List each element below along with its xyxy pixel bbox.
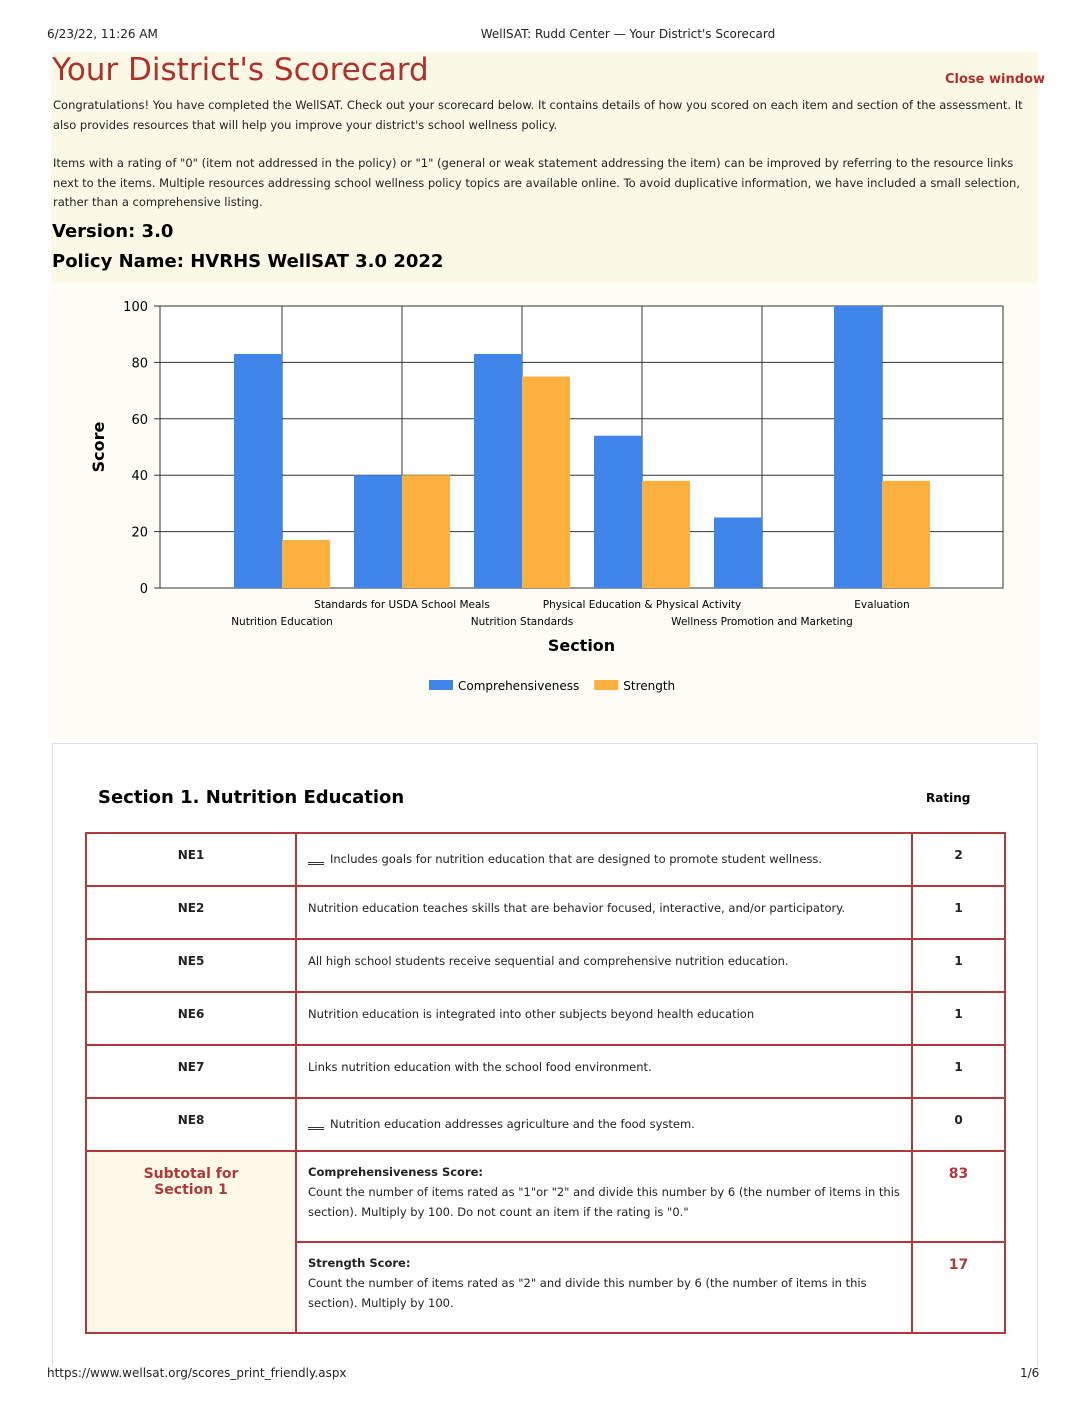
section-box <box>52 743 1038 1408</box>
score-label: Strength Score: <box>308 1256 411 1270</box>
item-rating: 1 <box>911 938 1006 993</box>
item-text: Nutrition education is integrated into o… <box>295 991 913 1046</box>
subtotal-row: Strength Score: Count the number of items… <box>86 1241 1006 1334</box>
y-tick-label: 100 <box>123 300 148 315</box>
bar <box>282 540 330 588</box>
chart: 0 20 40 60 80 100 Nutrition Education Standards… <box>89 300 1004 693</box>
bar <box>714 517 762 588</box>
item-text: All high school students receive sequent… <box>295 938 913 993</box>
policy-name: Policy Name: HVRHS WellSAT 3.0 2022 <box>52 251 444 272</box>
item-description: Nutrition education addresses agricultur… <box>330 1117 695 1131</box>
item-rating: 1 <box>911 1044 1006 1099</box>
rating-header: Rating <box>926 791 971 805</box>
score-description: Comprehensiveness Score: Count the number… <box>295 1150 913 1243</box>
x-tick-label: Evaluation <box>854 599 909 611</box>
item-description: Nutrition education is integrated into o… <box>308 1007 755 1021</box>
item-description: Includes goals for nutrition education t… <box>330 852 823 866</box>
score-description: Strength Score: Count the number of items… <box>295 1241 913 1334</box>
bar <box>642 480 690 588</box>
y-tick-label: 20 <box>131 526 148 541</box>
item-row: NE8 Nutrition education addresses agricul… <box>85 1097 1006 1152</box>
y-tick-label: 0 <box>140 582 148 597</box>
x-tick-label: Wellness Promotion and Marketing <box>671 616 853 628</box>
x-tick-label: Physical Education & Physical Activity <box>543 599 742 611</box>
score-value: 83 <box>911 1150 1006 1243</box>
x-tick-label: Nutrition Standards <box>471 616 574 628</box>
subtotal-row: Subtotal for Section 1 Comprehensiveness … <box>85 1150 1006 1334</box>
x-axis-title: Section <box>548 636 615 655</box>
version: Version: 3.0 <box>52 221 174 242</box>
y-axis-title: Score <box>89 421 108 472</box>
score-text: Count the number of items rated as "1"or… <box>308 1185 900 1219</box>
print-url: https://www.wellsat.org/scores_print_fri… <box>47 1366 347 1380</box>
subtotal-label: Subtotal for Section 1 <box>85 1150 297 1334</box>
item-rating: 1 <box>911 885 1006 940</box>
bar <box>234 353 282 588</box>
item-row: NE6 Nutrition education is integrated int… <box>85 991 1006 1046</box>
bar <box>354 475 402 588</box>
item-text: Nutrition education addresses agricultur… <box>295 1097 913 1152</box>
bar <box>522 376 570 588</box>
item-code: NE7 <box>85 1044 297 1099</box>
item-rating: 2 <box>911 832 1006 887</box>
intro-text: Congratulations! You have completed the … <box>53 98 1023 132</box>
item-code: NE8 <box>85 1097 297 1152</box>
item-row: NE2 Nutrition education teaches skills th… <box>85 885 1006 940</box>
y-tick-label: 40 <box>131 469 148 484</box>
item-code: NE5 <box>85 938 297 993</box>
item-rating: 0 <box>911 1097 1006 1152</box>
bar <box>594 435 642 588</box>
item-icon <box>308 1113 324 1130</box>
print-title: WellSAT: Rudd Center — Your District's S… <box>480 27 776 41</box>
print-page: 1/6 <box>1020 1366 1040 1380</box>
y-tick-label: 60 <box>131 413 148 428</box>
footer-bg <box>0 1366 1088 1408</box>
legend-swatch <box>429 680 453 690</box>
item-description: Nutrition education teaches skills that … <box>308 901 846 915</box>
legend-swatch <box>594 680 619 690</box>
score-label: Comprehensiveness Score: <box>308 1165 484 1179</box>
item-description: All high school students receive sequent… <box>308 954 789 968</box>
close-window[interactable]: Close window <box>945 72 1045 87</box>
item-row: NE1 Includes goals for nutrition educatio… <box>85 832 1006 887</box>
legend-label: Comprehensiveness <box>458 679 579 693</box>
item-code: NE1 <box>85 832 297 887</box>
score-value: 17 <box>911 1241 1006 1334</box>
print-date: 6/23/22, 11:26 AM <box>47 27 158 41</box>
bar <box>834 306 882 588</box>
y-tick-label: 80 <box>131 356 148 371</box>
page-title: Your District's Scorecard <box>52 52 429 88</box>
x-tick-label: Nutrition Education <box>231 616 333 628</box>
bar <box>402 475 450 588</box>
item-text: Includes goals for nutrition education t… <box>295 832 913 887</box>
item-description: Links nutrition education with the schoo… <box>308 1060 652 1074</box>
score-text: Count the number of items rated as "2" a… <box>308 1276 867 1310</box>
item-code: NE6 <box>85 991 297 1046</box>
item-text: Nutrition education teaches skills that … <box>295 885 913 940</box>
bar <box>474 353 522 588</box>
item-rating: 1 <box>911 991 1006 1046</box>
item-row: NE7 Links nutrition education with the sc… <box>85 1044 1006 1099</box>
legend-label: Strength <box>623 679 675 693</box>
section-title: Section 1. Nutrition Education <box>98 787 405 808</box>
header-bg <box>51 52 1038 283</box>
x-tick-label: Standards for USDA School Meals <box>314 599 490 611</box>
item-code: NE2 <box>85 885 297 940</box>
item-text: Links nutrition education with the schoo… <box>295 1044 913 1099</box>
intro-text: Items with a rating of "0" (item not add… <box>53 156 1020 209</box>
item-row: NE5 All high school students receive sequ… <box>85 938 1006 993</box>
item-icon <box>308 848 324 865</box>
items-table: NE1 Includes goals for nutrition educatio… <box>85 832 1006 1334</box>
bar <box>882 480 930 588</box>
